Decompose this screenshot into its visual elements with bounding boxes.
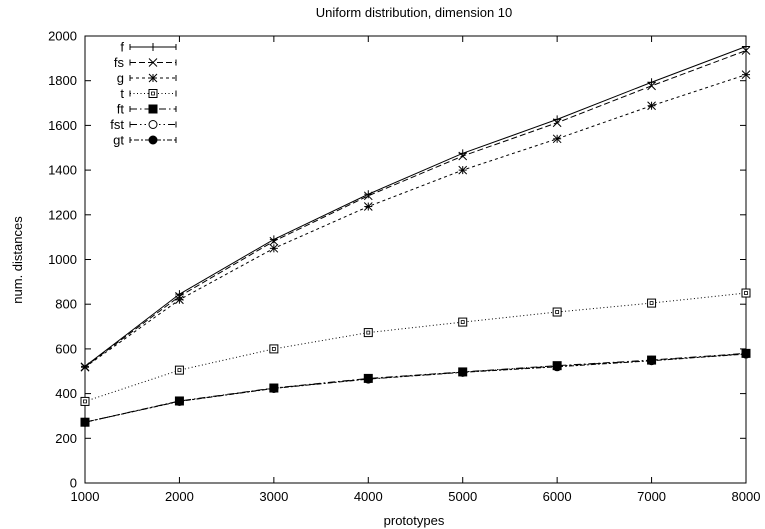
data-point-t <box>552 307 562 317</box>
series-fs <box>80 46 751 372</box>
x-tick-label: 3000 <box>259 489 288 504</box>
x-tick-label: 8000 <box>732 489 761 504</box>
y-tick-label: 1000 <box>48 252 77 267</box>
legend-item-ft: ft <box>117 102 177 117</box>
x-tick-label: 4000 <box>354 489 383 504</box>
data-point-gt <box>552 362 562 372</box>
data-point-fs <box>741 46 751 55</box>
data-point-t <box>458 317 468 327</box>
data-point-fs <box>363 191 373 201</box>
x-tick-label: 1000 <box>71 489 100 504</box>
data-point-t <box>80 396 90 406</box>
legend-label: f <box>120 40 124 55</box>
series-line-t <box>84 292 747 402</box>
y-axis-label: num. distances <box>10 216 25 304</box>
legend-item-gt: gt <box>113 133 177 148</box>
data-point-t <box>363 328 373 338</box>
y-tick-label: 600 <box>55 341 77 356</box>
data-point-f <box>742 42 750 51</box>
data-point-g <box>458 165 468 175</box>
series-line-f <box>84 46 747 367</box>
data-point-t <box>741 288 751 298</box>
legend-marker-g <box>148 73 158 83</box>
data-point-gt <box>647 356 657 366</box>
data-point-g <box>269 243 279 253</box>
legend-marker-t <box>148 89 158 98</box>
data-point-gt <box>458 367 468 377</box>
series-layer <box>80 42 751 427</box>
y-tick-label: 400 <box>55 386 77 401</box>
data-point-fs <box>458 151 468 161</box>
legend-item-g: g <box>117 71 177 86</box>
legend-item-fst: fst <box>110 117 177 132</box>
data-point-gt <box>174 396 184 406</box>
legend-label: t <box>120 86 124 101</box>
legend-marker-fst <box>148 120 158 129</box>
axis-ticks: 1000 2000 3000 4000 5000 6000 7000 8000 0 200 400 6… <box>48 29 760 505</box>
data-point-g <box>80 362 90 372</box>
x-tick-label: 6000 <box>543 489 572 504</box>
data-point-fs <box>552 118 562 128</box>
y-tick-label: 1800 <box>48 73 77 88</box>
data-point-gt <box>363 374 373 384</box>
data-point-t <box>647 298 657 308</box>
data-point-g <box>363 202 373 211</box>
legend-item-fs: fs <box>114 55 177 70</box>
series-line-fs <box>84 50 747 368</box>
series-line-fst <box>84 353 747 423</box>
data-point-t <box>269 344 279 354</box>
data-point-g <box>175 295 184 305</box>
y-tick-label: 1400 <box>48 163 77 178</box>
series-line-g <box>84 74 747 368</box>
series-line-gt <box>84 353 747 423</box>
plot-frame <box>84 35 747 484</box>
x-tick-label: 2000 <box>165 489 194 504</box>
data-point-t <box>174 365 184 375</box>
legend-label: fst <box>110 117 124 132</box>
y-tick-label: 0 <box>70 476 77 491</box>
y-tick-label: 200 <box>55 431 77 446</box>
series-t <box>80 288 751 406</box>
series-line-ft <box>84 352 747 423</box>
data-point-gt <box>269 383 279 393</box>
chart-title: Uniform distribution, dimension 10 <box>316 5 513 20</box>
x-axis-label: prototypes <box>384 513 445 528</box>
y-tick-label: 1600 <box>48 118 77 133</box>
y-tick-label: 800 <box>55 297 77 312</box>
legend-marker-fs <box>148 58 158 67</box>
y-tick-label: 2000 <box>48 29 77 44</box>
legend-marker-ft <box>148 104 158 114</box>
series-gt <box>80 349 751 427</box>
legend-label: g <box>117 71 124 86</box>
legend-item-f: f <box>120 40 177 55</box>
series-f <box>81 42 750 371</box>
legend-label: fs <box>114 55 125 70</box>
legend-marker-gt <box>148 135 158 145</box>
data-point-g <box>741 70 751 80</box>
legend-label: gt <box>113 133 124 148</box>
data-point-fs <box>647 81 656 91</box>
legend-marker-f <box>149 43 157 51</box>
legend-item-t: t <box>120 86 177 101</box>
data-point-fs <box>269 236 279 246</box>
data-point-g <box>647 101 656 111</box>
x-tick-label: 7000 <box>637 489 666 504</box>
series-g <box>80 70 751 372</box>
data-point-gt <box>741 349 751 359</box>
legend-label: ft <box>117 102 125 117</box>
data-point-f <box>647 78 656 87</box>
data-point-gt <box>80 417 90 427</box>
y-tick-label: 1200 <box>48 207 77 222</box>
x-tick-label: 5000 <box>448 489 477 504</box>
data-point-g <box>552 134 562 144</box>
